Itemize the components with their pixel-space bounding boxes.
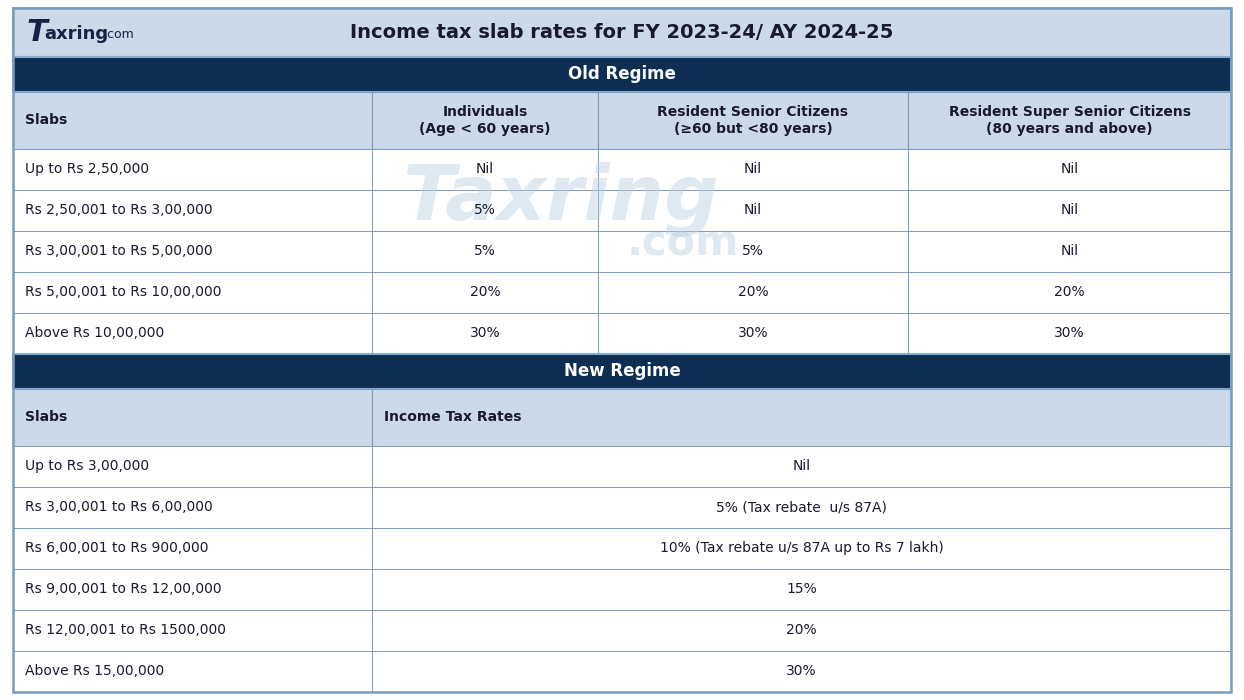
Text: Up to Rs 3,00,000: Up to Rs 3,00,000	[25, 459, 149, 473]
Bar	[908, 313, 1232, 354]
Bar	[597, 190, 908, 231]
Bar	[372, 569, 1232, 610]
Text: Rs 6,00,001 to Rs 900,000: Rs 6,00,001 to Rs 900,000	[25, 541, 209, 555]
Bar	[597, 148, 908, 190]
Text: 30%: 30%	[786, 664, 817, 678]
Text: 5% (Tax rebate  u/s 87A): 5% (Tax rebate u/s 87A)	[717, 500, 887, 514]
Text: Nil: Nil	[792, 459, 811, 473]
Bar	[12, 354, 1232, 389]
Bar	[12, 57, 1232, 92]
Text: axring: axring	[44, 25, 108, 43]
Text: 20%: 20%	[786, 624, 817, 638]
Text: .com: .com	[104, 28, 134, 41]
Text: Rs 2,50,001 to Rs 3,00,000: Rs 2,50,001 to Rs 3,00,000	[25, 203, 213, 217]
Text: 10% (Tax rebate u/s 87A up to Rs 7 lakh): 10% (Tax rebate u/s 87A up to Rs 7 lakh)	[659, 541, 943, 555]
Bar	[12, 231, 372, 272]
Bar	[372, 272, 597, 313]
Text: Slabs: Slabs	[25, 113, 67, 127]
Text: Nil: Nil	[1061, 162, 1079, 176]
Text: Rs 5,00,001 to Rs 10,00,000: Rs 5,00,001 to Rs 10,00,000	[25, 286, 221, 300]
Bar	[372, 231, 597, 272]
Bar	[372, 651, 1232, 692]
Bar	[372, 610, 1232, 651]
Text: 5%: 5%	[741, 244, 764, 258]
Bar	[12, 148, 372, 190]
Text: Resident Super Senior Citizens
(80 years and above): Resident Super Senior Citizens (80 years…	[949, 105, 1191, 136]
Bar	[12, 272, 372, 313]
Text: 30%: 30%	[1055, 326, 1085, 340]
Bar	[12, 313, 372, 354]
Bar	[908, 272, 1232, 313]
Bar	[372, 528, 1232, 569]
Text: Rs 3,00,001 to Rs 5,00,000: Rs 3,00,001 to Rs 5,00,000	[25, 244, 213, 258]
Text: Individuals
(Age < 60 years): Individuals (Age < 60 years)	[419, 105, 551, 136]
Bar	[12, 190, 372, 231]
Bar	[12, 486, 372, 528]
Text: Resident Senior Citizens
(≥60 but <80 years): Resident Senior Citizens (≥60 but <80 ye…	[657, 105, 848, 136]
Text: Nil: Nil	[476, 162, 494, 176]
Bar	[597, 272, 908, 313]
Bar	[12, 651, 372, 692]
Bar	[12, 610, 372, 651]
Bar	[372, 446, 1232, 486]
Bar	[908, 148, 1232, 190]
Bar	[597, 92, 908, 148]
Text: 20%: 20%	[1055, 286, 1085, 300]
Bar	[372, 190, 597, 231]
Bar	[908, 190, 1232, 231]
Bar	[12, 569, 372, 610]
Text: Rs 3,00,001 to Rs 6,00,000: Rs 3,00,001 to Rs 6,00,000	[25, 500, 213, 514]
Text: Slabs: Slabs	[25, 410, 67, 424]
Bar	[12, 92, 372, 148]
Text: .com: .com	[627, 223, 739, 265]
Text: Rs 9,00,001 to Rs 12,00,000: Rs 9,00,001 to Rs 12,00,000	[25, 582, 221, 596]
Text: Nil: Nil	[744, 162, 763, 176]
Bar	[372, 313, 597, 354]
Text: Taxring: Taxring	[403, 161, 719, 236]
Text: Nil: Nil	[744, 203, 763, 217]
Text: Above Rs 15,00,000: Above Rs 15,00,000	[25, 664, 164, 678]
Bar	[908, 92, 1232, 148]
Text: 30%: 30%	[738, 326, 769, 340]
Bar	[372, 92, 597, 148]
Bar	[12, 389, 372, 446]
Bar	[372, 486, 1232, 528]
Text: Nil: Nil	[1061, 244, 1079, 258]
Text: Income tax slab rates for FY 2023-24/ AY 2024-25: Income tax slab rates for FY 2023-24/ AY…	[351, 23, 893, 42]
Bar	[597, 313, 908, 354]
Text: 20%: 20%	[470, 286, 500, 300]
Text: Up to Rs 2,50,000: Up to Rs 2,50,000	[25, 162, 149, 176]
Text: New Regime: New Regime	[564, 363, 680, 381]
Text: T: T	[27, 18, 47, 47]
Bar	[597, 231, 908, 272]
Bar	[12, 8, 1232, 57]
Text: 20%: 20%	[738, 286, 769, 300]
Text: Income Tax Rates: Income Tax Rates	[384, 410, 521, 424]
Text: Rs 12,00,001 to Rs 1500,000: Rs 12,00,001 to Rs 1500,000	[25, 624, 226, 638]
Text: Nil: Nil	[1061, 203, 1079, 217]
Bar	[12, 528, 372, 569]
Bar	[908, 231, 1232, 272]
Bar	[372, 148, 597, 190]
Text: Old Regime: Old Regime	[569, 65, 675, 83]
Bar	[12, 446, 372, 486]
Bar	[372, 389, 1232, 446]
Text: 15%: 15%	[786, 582, 817, 596]
Text: 5%: 5%	[474, 203, 496, 217]
Text: Above Rs 10,00,000: Above Rs 10,00,000	[25, 326, 164, 340]
Text: 30%: 30%	[470, 326, 500, 340]
Text: 5%: 5%	[474, 244, 496, 258]
